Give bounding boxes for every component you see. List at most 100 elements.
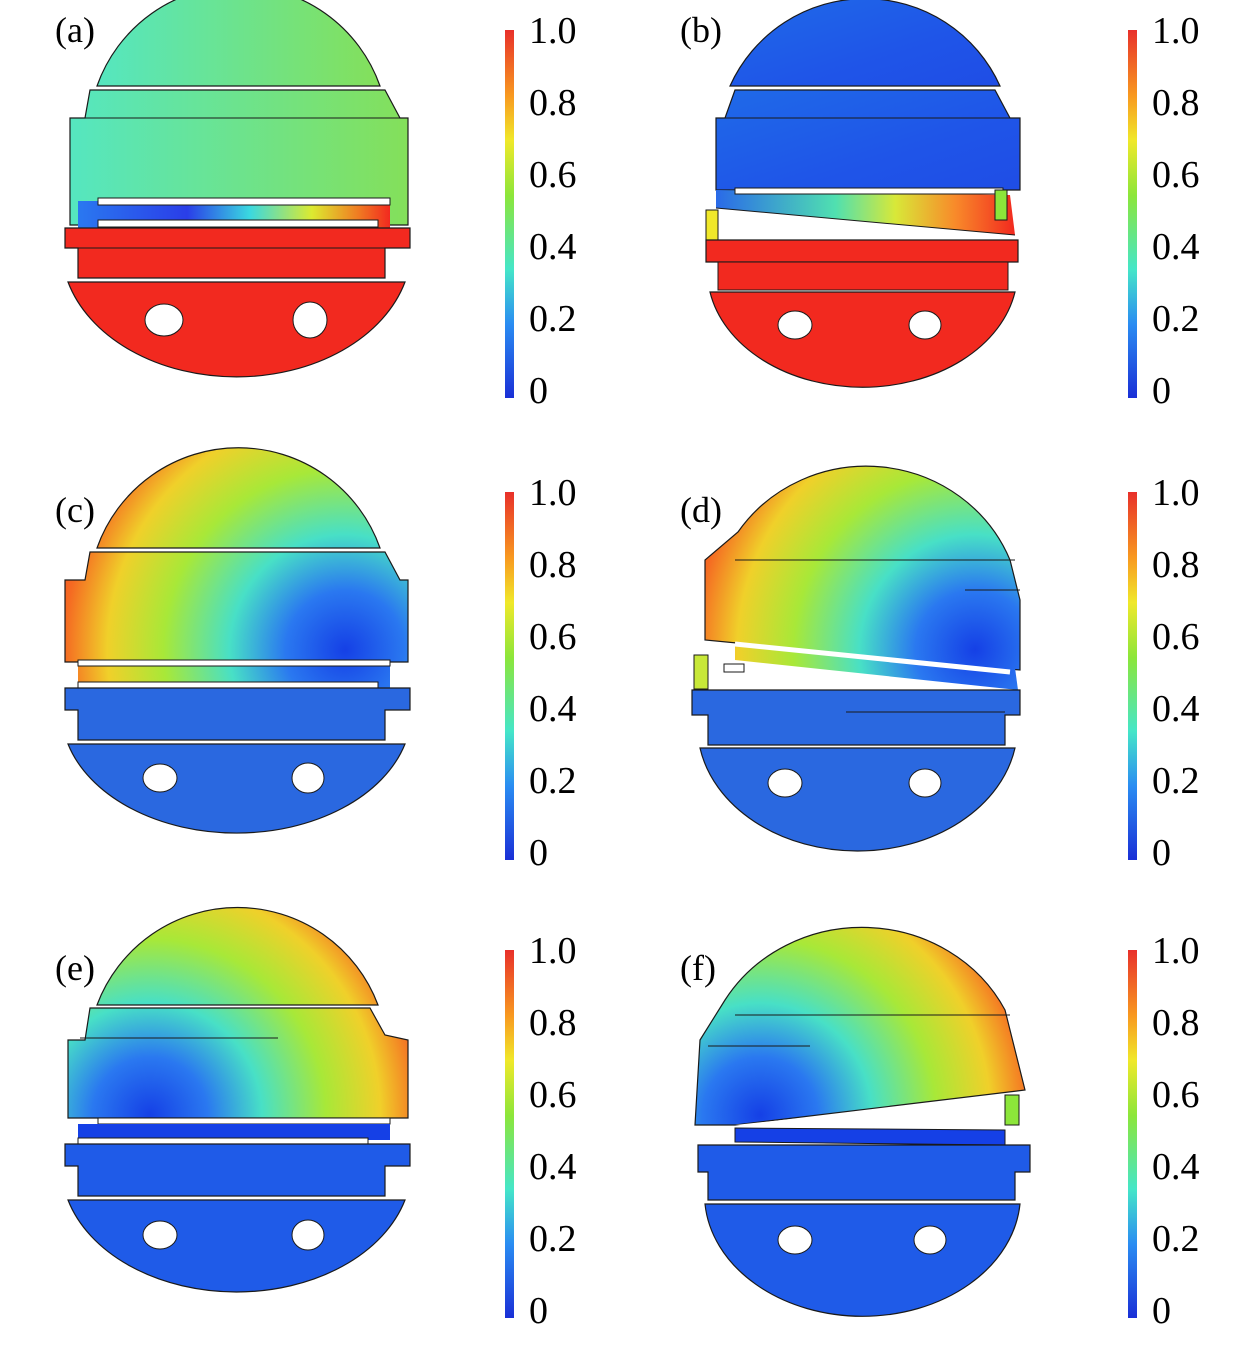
- panel-label: (b): [680, 10, 722, 50]
- colorbar-tick-label: 0.2: [1152, 298, 1200, 340]
- colorbar: 1.0 0.8 0.6 0.4 0.2 0: [1128, 930, 1200, 1332]
- colorbar-tick-label: 0.6: [1152, 1074, 1200, 1116]
- upper-body: [715, 89, 1021, 191]
- top-cap: [96, 906, 379, 1006]
- colorbar-tick-label: 0.4: [529, 1146, 577, 1188]
- bottom-cap: [704, 1203, 1021, 1317]
- panel-label: (d): [680, 490, 722, 530]
- colorbar-gradient: [1128, 30, 1137, 398]
- bottom-cap: [67, 743, 406, 834]
- lower-body: [64, 1143, 411, 1197]
- colorbar-tick-label: 1.0: [529, 472, 577, 514]
- colorbar-tick-label: 0.4: [1152, 226, 1200, 268]
- top-cap: [694, 926, 1026, 1126]
- colorbar-tick-label: 0.4: [1152, 688, 1200, 730]
- colorbar-tick-label: 1.0: [1152, 930, 1200, 972]
- panel-label: (e): [55, 948, 95, 988]
- hole-right: [292, 301, 328, 339]
- colorbar-tick-label: 0.8: [1152, 1002, 1200, 1044]
- bottom-cap: [67, 281, 406, 378]
- panel-label: (a): [55, 10, 95, 50]
- hole-right: [908, 310, 942, 340]
- colorbar-tick-label: 0: [1152, 370, 1171, 412]
- top-cap: [704, 465, 1021, 671]
- bottom-cap: [709, 291, 1016, 388]
- colorbar-tick-label: 1.0: [529, 10, 577, 52]
- panel-label: (f): [680, 948, 716, 988]
- colorbar-tick-label: 0.2: [1152, 1218, 1200, 1260]
- lower-body: [64, 687, 411, 741]
- panel-labels: (a) (b) (c) (d) (e) (f): [55, 10, 722, 988]
- hole-right: [291, 1219, 325, 1251]
- panel-label: (c): [55, 490, 95, 530]
- panel-f: [694, 926, 1031, 1317]
- colorbar: 1.0 0.8 0.6 0.4 0.2 0: [505, 472, 577, 874]
- colorbar-tick-label: 0.6: [529, 616, 577, 658]
- slot: [735, 642, 1018, 690]
- top-cap: [96, 447, 381, 549]
- hole-left: [777, 1225, 813, 1255]
- colorbar-gradient: [1128, 950, 1137, 1318]
- lower-body: [705, 239, 1019, 263]
- lower-body: [64, 227, 411, 279]
- lower-body: [697, 1144, 1031, 1201]
- colorbar-tick-label: 1.0: [1152, 472, 1200, 514]
- colorbar-tick-label: 0.2: [529, 298, 577, 340]
- colorbar: 1.0 0.8 0.6 0.4 0.2 0: [1128, 10, 1200, 412]
- hole-right: [913, 1225, 947, 1255]
- colorbar-tick-label: 1.0: [1152, 10, 1200, 52]
- colorbar-gradient: [1128, 492, 1137, 860]
- upper-body: [64, 551, 409, 663]
- colorbar-tick-label: 1.0: [529, 930, 577, 972]
- hole-right: [291, 762, 325, 794]
- colorbar-tick-label: 0.2: [1152, 760, 1200, 802]
- hole-left: [767, 768, 803, 798]
- colorbar: 1.0 0.8 0.6 0.4 0.2 0: [505, 930, 577, 1332]
- hole-right: [908, 768, 942, 798]
- slot: [734, 1127, 1006, 1146]
- colorbar-tick-label: 0: [529, 370, 548, 412]
- colorbar-tick-label: 0.8: [529, 82, 577, 124]
- colorbar-tick-label: 0: [529, 1290, 548, 1332]
- colorbar-tick-label: 0.8: [1152, 82, 1200, 124]
- colorbar-tick-label: 0: [1152, 832, 1171, 874]
- colorbars: 1.0 0.8 0.6 0.4 0.2 0 1.0 0.8 0.6 0.4 0.2 0 1.0 0.8 0.…: [505, 10, 1200, 1332]
- colorbar-tick-label: 0.8: [529, 544, 577, 586]
- slot: [716, 190, 1015, 235]
- colorbar-tick-label: 0.4: [529, 688, 577, 730]
- colorbar-gradient: [505, 30, 514, 398]
- colorbar-tick-label: 0.6: [529, 154, 577, 196]
- colorbar-tick-label: 0.2: [529, 1218, 577, 1260]
- colorbar: 1.0 0.8 0.6 0.4 0.2 0: [505, 10, 577, 412]
- colorbar-gradient: [505, 950, 514, 1318]
- colorbar-tick-label: 0.6: [1152, 154, 1200, 196]
- colorbar-tick-label: 0: [529, 832, 548, 874]
- hole-left: [144, 303, 184, 337]
- bottom-cap: [699, 747, 1016, 852]
- lower-body: [691, 689, 1021, 746]
- panel-c: [64, 447, 411, 834]
- hole-left: [777, 310, 813, 340]
- hole-left: [142, 1220, 178, 1250]
- bottom-cap: [67, 1199, 406, 1293]
- hole-left: [142, 763, 178, 793]
- colorbar-tick-label: 0: [1152, 1290, 1171, 1332]
- colorbar-tick-label: 0.2: [529, 760, 577, 802]
- colorbar: 1.0 0.8 0.6 0.4 0.2 0: [1128, 472, 1200, 874]
- upper-body: [67, 1007, 409, 1119]
- colorbar-tick-label: 0.4: [1152, 1146, 1200, 1188]
- panel-a: [64, 0, 411, 378]
- colorbar-tick-label: 0.4: [529, 226, 577, 268]
- colorbar-gradient: [505, 492, 514, 860]
- panel-d: [691, 465, 1021, 852]
- colorbar-tick-label: 0.8: [529, 1002, 577, 1044]
- top-cap: [729, 0, 1001, 87]
- colorbar-tick-label: 0.6: [529, 1074, 577, 1116]
- colorbar-tick-label: 0.8: [1152, 544, 1200, 586]
- panel-e: [64, 906, 411, 1293]
- top-cap: [96, 0, 381, 87]
- panel-b: [705, 0, 1021, 388]
- slot: [78, 1124, 390, 1140]
- colorbar-tick-label: 0.6: [1152, 616, 1200, 658]
